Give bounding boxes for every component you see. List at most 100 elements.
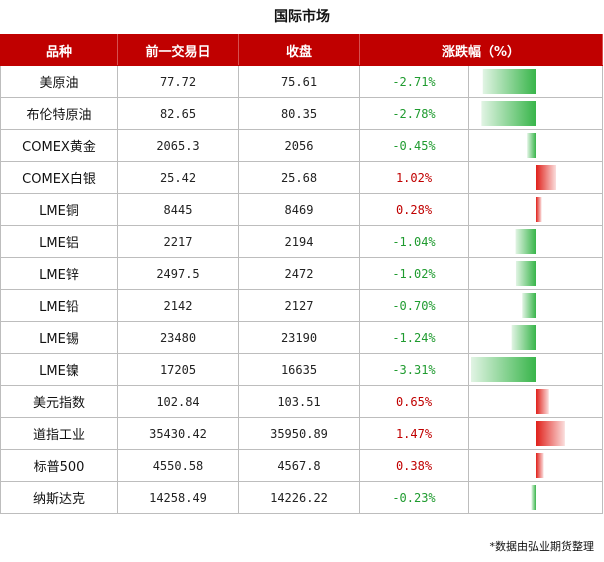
header-row: 品种 前一交易日 收盘 涨跌幅（%） [0,34,603,66]
row-prev: 35430.42 [117,417,239,450]
row-close: 8469 [238,193,360,226]
row-bar-cell [468,385,603,418]
row-name: LME锌 [0,257,118,290]
table-row: 道指工业 35430.42 35950.89 1.47% [0,417,603,450]
row-change: -1.04% [359,225,469,258]
bar-down [531,485,536,510]
row-name: 标普500 [0,449,118,482]
row-bar-svg [522,293,536,318]
row-name: 纳斯达克 [0,481,118,514]
row-change: -1.02% [359,257,469,290]
row-bar-svg [515,229,536,254]
row-prev: 77.72 [117,65,239,98]
row-bar-svg [471,357,536,382]
row-bar-cell [468,353,603,386]
row-close: 75.61 [238,65,360,98]
header-close: 收盘 [238,34,360,66]
row-change: -3.31% [359,353,469,386]
row-name: 美元指数 [0,385,118,418]
row-close: 2056 [238,129,360,162]
row-bar-svg [515,261,536,286]
row-bar-cell [468,225,603,258]
bar-down [527,133,536,158]
row-bar-svg [536,421,565,446]
row-bar-cell [468,193,603,226]
row-bar-svg [527,133,536,158]
row-change: -2.78% [359,97,469,130]
row-change: 0.65% [359,385,469,418]
row-name: LME锡 [0,321,118,354]
row-prev: 14258.49 [117,481,239,514]
row-bar-svg [531,485,536,510]
row-bar-cell [468,129,603,162]
row-change: -0.45% [359,129,469,162]
row-bar-cell [468,161,603,194]
bar-down [481,101,536,126]
row-close: 14226.22 [238,481,360,514]
row-bar-cell [468,65,603,98]
row-bar-cell [468,481,603,514]
row-prev: 2497.5 [117,257,239,290]
bar-down [522,293,536,318]
table-row: 标普500 4550.58 4567.8 0.38% [0,449,603,482]
row-close: 2194 [238,225,360,258]
row-prev: 25.42 [117,161,239,194]
row-name: LME镍 [0,353,118,386]
table-row: 布伦特原油 82.65 80.35 -2.78% [0,97,603,130]
row-close: 35950.89 [238,417,360,450]
bar-down [471,357,536,382]
row-change: -0.70% [359,289,469,322]
row-close: 23190 [238,321,360,354]
row-bar-cell [468,321,603,354]
row-close: 2472 [238,257,360,290]
bar-up [536,197,542,222]
row-name: LME铅 [0,289,118,322]
table-row: 纳斯达克 14258.49 14226.22 -0.23% [0,481,603,514]
row-change: 1.02% [359,161,469,194]
table-row: LME锌 2497.5 2472 -1.02% [0,257,603,290]
row-close: 4567.8 [238,449,360,482]
page-title: 国际市场 [274,9,330,25]
row-name: 布伦特原油 [0,97,118,130]
row-change: -2.71% [359,65,469,98]
table-row: COMEX黄金 2065.3 2056 -0.45% [0,129,603,162]
row-prev: 2142 [117,289,239,322]
row-close: 16635 [238,353,360,386]
row-change: -1.24% [359,321,469,354]
row-name: COMEX白银 [0,161,118,194]
row-close: 103.51 [238,385,360,418]
row-name: 道指工业 [0,417,118,450]
bar-up [536,389,549,414]
table-row: LME铝 2217 2194 -1.04% [0,225,603,258]
table-row: LME铅 2142 2127 -0.70% [0,289,603,322]
row-change: -0.23% [359,481,469,514]
header-name: 品种 [0,34,118,66]
row-name: 美原油 [0,65,118,98]
row-bar-svg [536,165,557,190]
row-bar-cell [468,449,603,482]
row-bar-cell [468,289,603,322]
bar-up [536,165,557,190]
row-bar-svg [536,197,542,222]
table-row: 美原油 77.72 75.61 -2.71% [0,65,603,98]
row-bar-svg [536,389,549,414]
table-row: 美元指数 102.84 103.51 0.65% [0,385,603,418]
row-bar-svg [511,325,536,350]
row-prev: 2217 [117,225,239,258]
row-prev: 4550.58 [117,449,239,482]
header-prev: 前一交易日 [117,34,239,66]
row-bar-cell [468,97,603,130]
row-prev: 23480 [117,321,239,354]
row-bar-svg [482,69,536,94]
row-change: 1.47% [359,417,469,450]
bar-down [511,325,536,350]
row-prev: 82.65 [117,97,239,130]
bar-down [515,229,536,254]
row-bar-cell [468,417,603,450]
bar-up [536,453,544,478]
row-prev: 102.84 [117,385,239,418]
row-prev: 17205 [117,353,239,386]
table-row: LME镍 17205 16635 -3.31% [0,353,603,386]
footnote: *数据由弘业期货整理 [489,540,595,553]
bar-up [536,421,565,446]
